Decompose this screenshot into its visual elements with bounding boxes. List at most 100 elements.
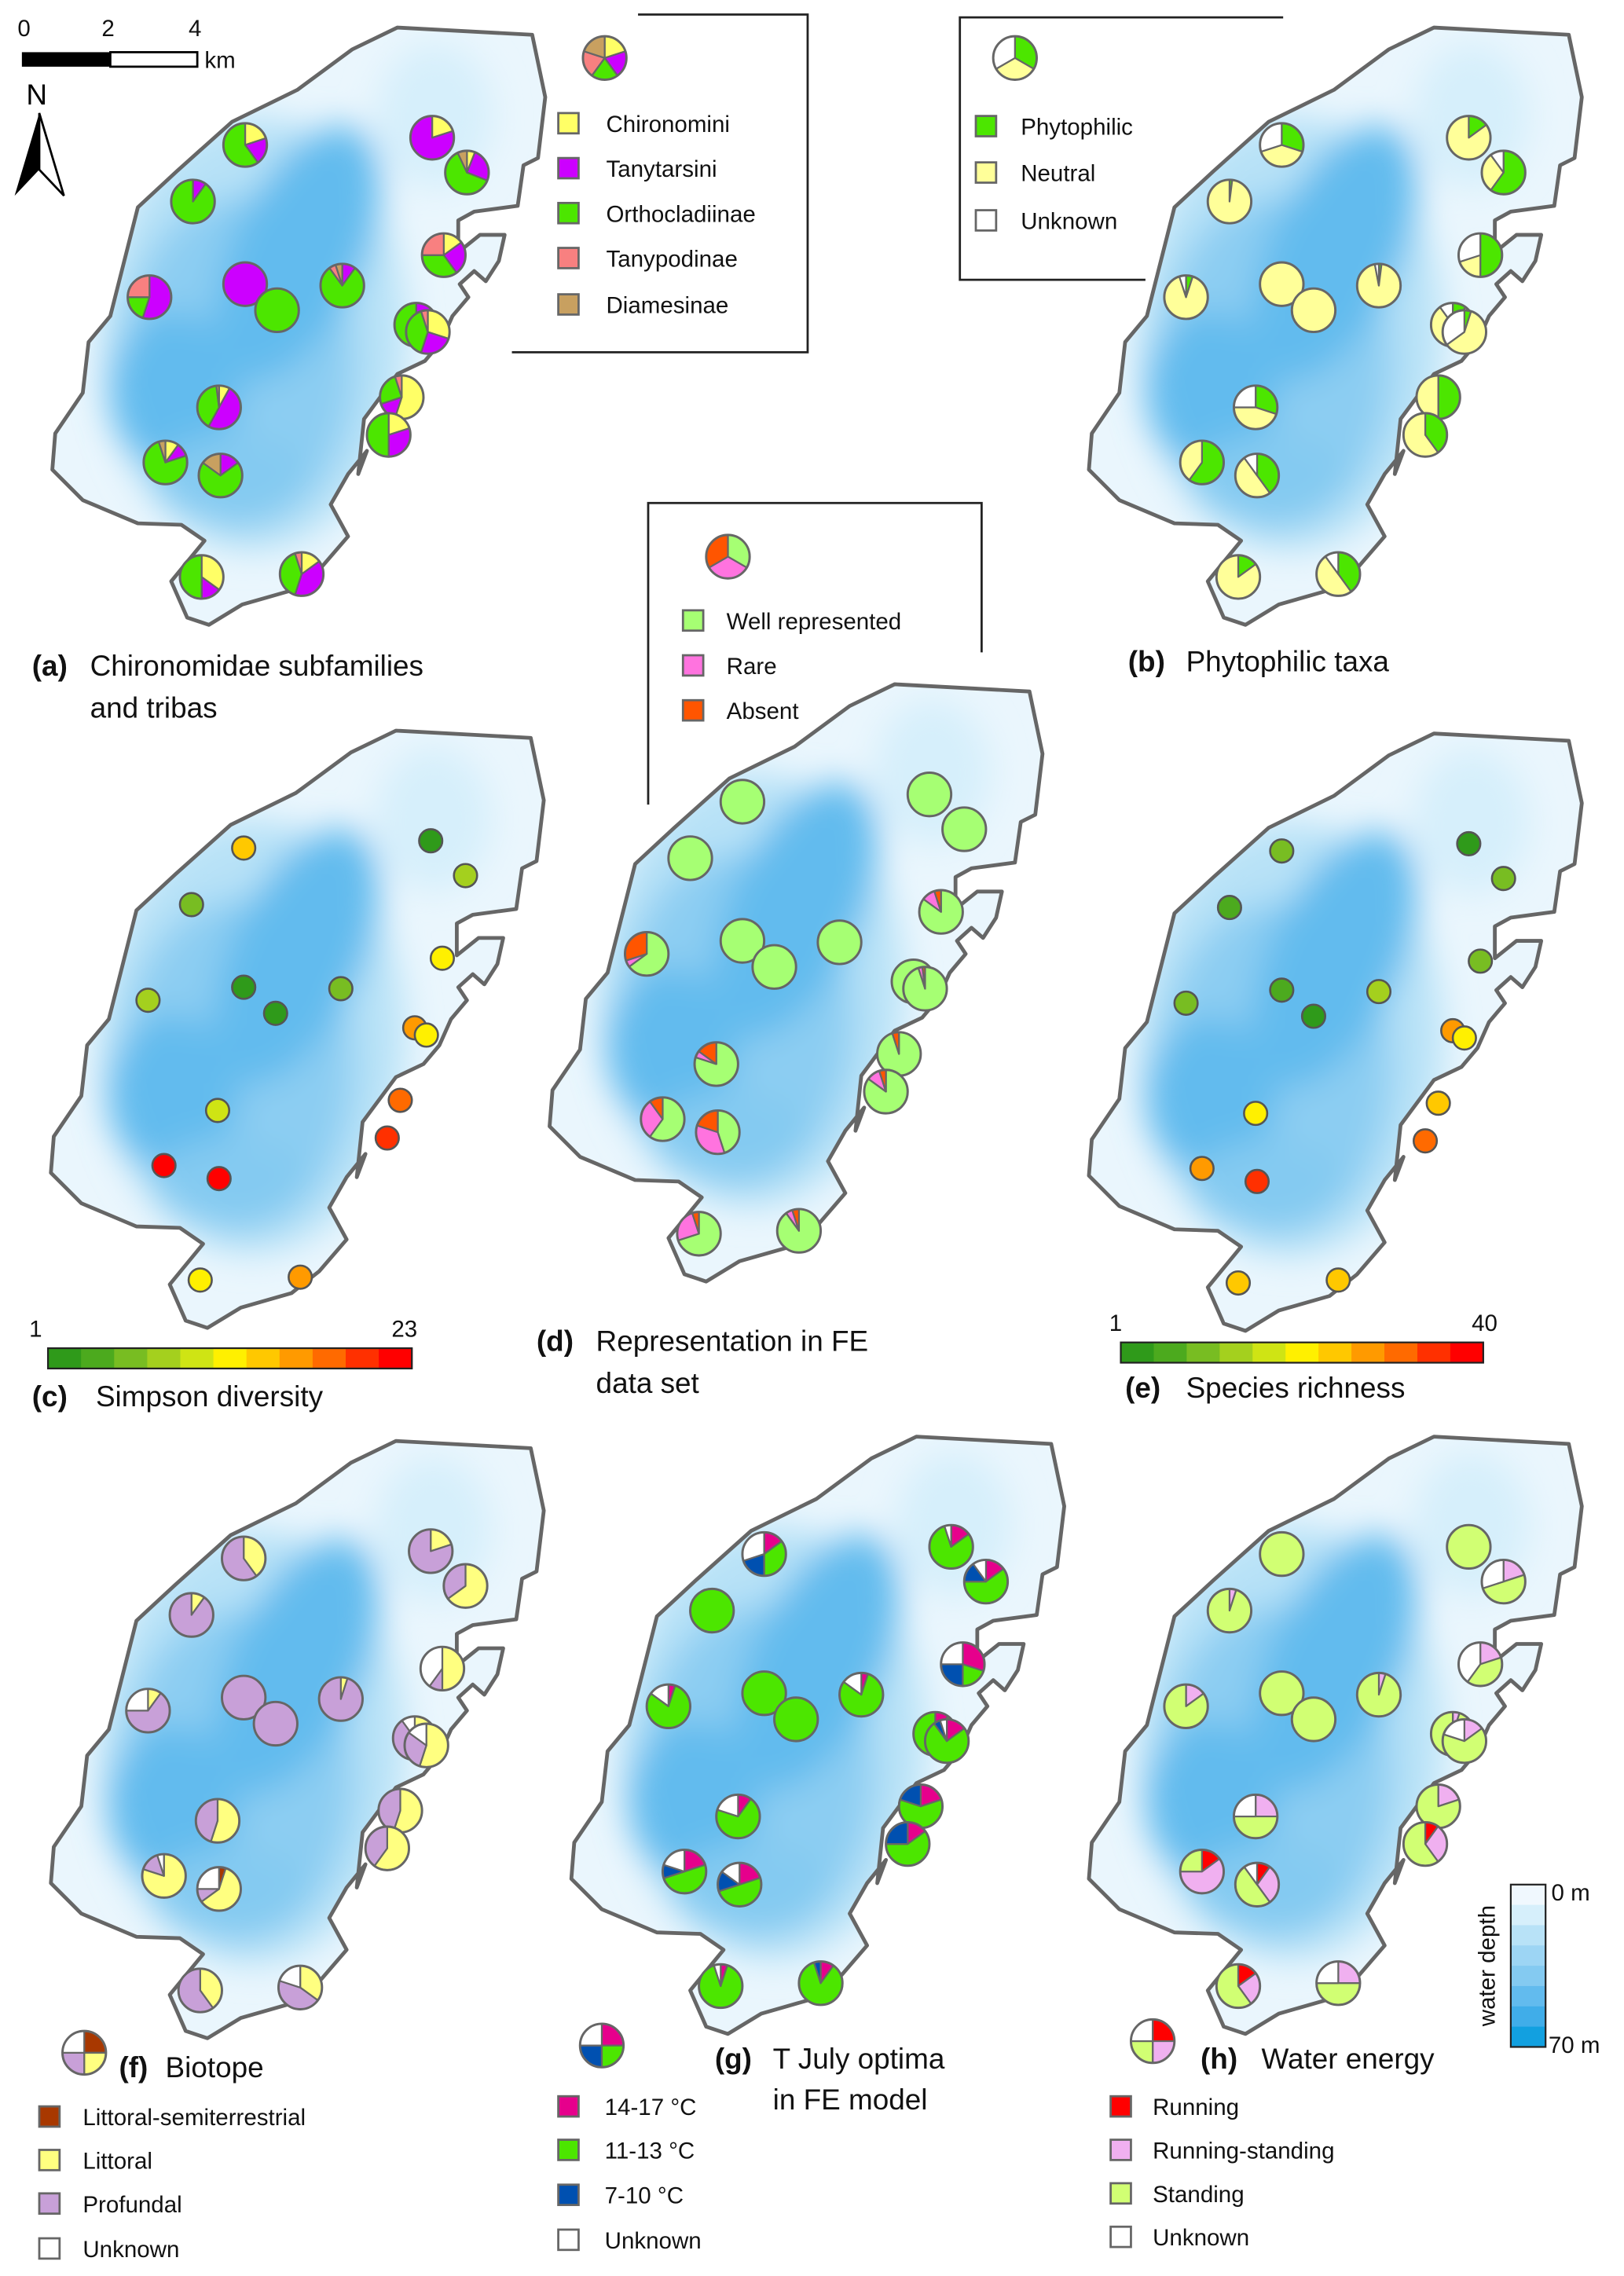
site-marker-e-2	[1216, 895, 1242, 921]
site-marker-c-6	[135, 988, 161, 1013]
site-marker-c-8	[262, 1000, 288, 1026]
site-marker-e-6	[1173, 990, 1199, 1016]
map-panel-c	[49, 728, 546, 1330]
water-depth-legend	[1509, 1883, 1547, 2048]
shoreline-e	[1087, 731, 1584, 1333]
site-pie-a-11	[405, 309, 451, 355]
site-pie-b-2	[1206, 178, 1253, 225]
site-pie-g-7	[741, 1670, 787, 1717]
legend-g: 14-17 °C 11-13 °C 7-10 °C Unknown	[557, 2022, 702, 2254]
site-pie-g-17	[698, 1963, 744, 2010]
site-pie-f-3	[408, 1528, 454, 1574]
legend-frame-a	[511, 13, 809, 354]
panel-a-title-line1: Chironomidae subfamilies	[90, 650, 423, 682]
site-pie-d-14	[693, 1041, 739, 1087]
north-arrow-icon: N	[14, 79, 65, 197]
legend-f-label: Unknown	[82, 2237, 179, 2263]
site-marker-e-8	[1300, 1003, 1327, 1029]
site-pie-b-1	[1259, 122, 1305, 168]
site-pie-d-7-slice	[719, 918, 766, 964]
colorbar-class	[279, 1348, 313, 1369]
panel-b-title-line1: Phytophilic taxa	[1186, 645, 1390, 677]
colorbar-class	[1450, 1342, 1484, 1363]
site-pie-g-15	[661, 1849, 708, 1895]
panel-d-title: (d) Representation in FE	[537, 1325, 868, 1358]
legend-frame-d	[647, 501, 983, 805]
site-pie-h-2	[1206, 1587, 1253, 1634]
site-pie-h-6	[1163, 1683, 1209, 1729]
colorbar-class	[312, 1348, 346, 1369]
map-panel-g	[569, 1435, 1066, 2036]
legend-h-label: Unknown	[1153, 2225, 1249, 2251]
site-marker-c-15	[151, 1153, 177, 1178]
site-marker-e-13	[1412, 1128, 1439, 1154]
site-pie-h-14	[1232, 1793, 1279, 1840]
colorbar-class	[1252, 1342, 1287, 1363]
site-marker-c-3	[418, 828, 444, 854]
legend-g-label: 11-13 °C	[605, 2139, 695, 2164]
site-pie-a-5	[420, 232, 467, 278]
legend-g-swatch	[557, 2228, 580, 2252]
water-depth-title: water depth	[1475, 1905, 1501, 2027]
site-marker-e-9	[1366, 979, 1392, 1005]
site-pie-a-13	[365, 412, 412, 458]
site-pie-d-9	[816, 919, 863, 966]
site-pie-b-12	[1415, 374, 1461, 420]
legend-g-swatch	[557, 2139, 580, 2161]
legend-h-label: Running	[1153, 2095, 1239, 2120]
legend-h-swatch	[1109, 2182, 1132, 2205]
site-pie-f-2	[168, 1592, 214, 1638]
panel-a-title: (a) Chironomidae subfamilies	[32, 650, 423, 682]
site-pie-b-14	[1232, 384, 1279, 431]
site-pie-g-11	[923, 1717, 970, 1765]
site-marker-e-5	[1468, 948, 1494, 974]
site-pie-g-8	[773, 1696, 819, 1743]
site-pie-d-18	[775, 1208, 823, 1254]
simpson-min: 1	[29, 1316, 42, 1342]
site-marker-c-2	[178, 892, 204, 918]
site-pie-f-18	[277, 1964, 324, 2010]
site-pie-g-9	[838, 1671, 885, 1718]
map-panel-b	[1087, 25, 1584, 627]
site-pie-a-2	[170, 178, 216, 225]
legend-b-swatch	[974, 161, 998, 184]
site-pie-b-15	[1179, 439, 1226, 486]
richness-min: 1	[1109, 1310, 1122, 1336]
panel-d-title-line2: data set	[596, 1367, 699, 1399]
site-pie-f-1	[221, 1535, 267, 1581]
site-pie-g-2-slice	[689, 1587, 735, 1634]
site-pie-d-16	[695, 1109, 741, 1156]
site-pie-d-7	[719, 918, 766, 964]
site-pie-b-3	[1446, 115, 1492, 161]
colorbar-class	[114, 1348, 148, 1369]
site-pie-h-1-slice	[1259, 1530, 1305, 1578]
site-pie-a-3	[409, 115, 456, 161]
colorbar-class	[246, 1348, 280, 1369]
scale-bar-white	[109, 51, 199, 68]
panel-a-letter: (a)	[32, 650, 68, 682]
site-pie-g-16	[717, 1861, 763, 1908]
legend-a-swatch	[557, 293, 580, 316]
site-pie-f-13	[364, 1825, 411, 1871]
site-pie-h-16	[1234, 1861, 1281, 1908]
legend-b-label: Neutral	[1021, 161, 1095, 187]
legend-a-label: Tanytarsini	[606, 156, 717, 182]
site-pie-g-8-slice	[773, 1696, 819, 1743]
legend-h-label: Running-standing	[1153, 2139, 1334, 2164]
site-marker-c-16	[206, 1166, 232, 1192]
site-pie-b-11	[1441, 309, 1488, 355]
site-pie-d-3	[906, 771, 953, 818]
site-marker-c-4	[453, 863, 478, 889]
panel-c-title-line1: Simpson diversity	[96, 1380, 324, 1413]
site-pie-f-16	[196, 1866, 242, 1912]
panel-b-letter: (b)	[1128, 645, 1165, 677]
map-panels	[49, 25, 1584, 2040]
legend-h-label: Standing	[1153, 2182, 1245, 2208]
panel-e-title: (e) Species richness	[1125, 1372, 1405, 1404]
site-pie-b-12-slice	[1437, 374, 1461, 420]
site-pie-d-3-slice	[906, 771, 953, 818]
legend-g-swatch	[557, 2095, 580, 2118]
legend-a-swatch	[557, 201, 580, 225]
panel-f-letter: (f)	[119, 2051, 148, 2084]
colorbar-class	[1153, 1342, 1188, 1363]
